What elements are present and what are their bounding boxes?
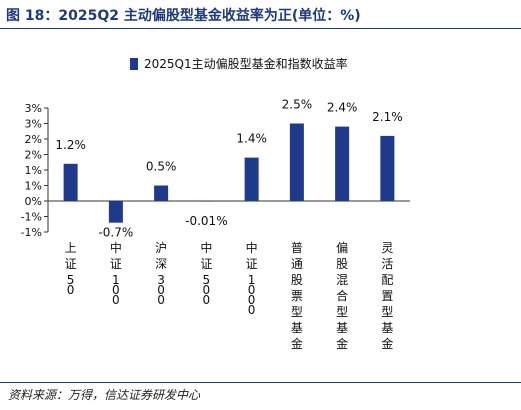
x-tick-label: 普通股票型基金 xyxy=(291,241,303,351)
bar xyxy=(380,135,395,201)
x-tick-label: 偏股混合型基金 xyxy=(336,240,348,351)
data-label: -0.7% xyxy=(98,226,133,240)
bar xyxy=(154,185,169,201)
y-tick-label: 0% xyxy=(25,195,42,208)
bar xyxy=(63,163,78,201)
x-tick-label: 上证 5 0 xyxy=(65,241,77,297)
y-tick-label: -1% xyxy=(21,211,42,224)
chart-title: 图 18：2025Q2 主动偏股型基金收益率为正(单位：%) xyxy=(6,8,361,24)
legend: 2025Q1主动偏股型基金和指数收益率 xyxy=(130,55,348,72)
legend-label: 2025Q1主动偏股型基金和指数收益率 xyxy=(144,57,348,71)
data-label: 1.2% xyxy=(55,138,86,152)
data-label: 2.1% xyxy=(372,110,403,124)
title-bar: 图 18：2025Q2 主动偏股型基金收益率为正(单位：%) xyxy=(0,0,521,30)
y-tick-label: 2% xyxy=(25,133,42,146)
source-note: 资料来源：万得，信达证券研发中心 xyxy=(8,388,201,402)
y-tick-label: 3% xyxy=(25,118,42,131)
x-tick-label: 灵活配置型基金 xyxy=(381,241,393,351)
source-divider xyxy=(0,382,521,383)
x-tick-label: 中证 5 0 0 xyxy=(200,240,212,307)
bar xyxy=(335,126,350,201)
x-tick-label: 中证 1 0 0 0 xyxy=(246,240,258,317)
bar xyxy=(108,201,123,223)
title-divider xyxy=(0,28,521,29)
bar xyxy=(244,157,259,201)
x-tick-label: 中证 1 0 0 xyxy=(110,240,122,307)
data-label: 2.5% xyxy=(282,98,313,112)
y-tick-label: 2% xyxy=(25,149,42,162)
x-tick-label: 沪深 3 0 0 xyxy=(155,241,167,307)
y-tick-label: 1% xyxy=(25,180,42,193)
data-label: 0.5% xyxy=(146,160,177,174)
y-tick-label: 1% xyxy=(25,164,42,177)
bar xyxy=(199,201,214,202)
bar xyxy=(289,123,304,201)
data-label: 2.4% xyxy=(327,101,358,115)
legend-swatch xyxy=(130,57,138,70)
data-label: 1.4% xyxy=(236,132,267,146)
y-tick-label: 3% xyxy=(25,102,42,115)
y-tick-label: -1% xyxy=(21,226,42,239)
data-label: -0.01% xyxy=(185,214,227,228)
